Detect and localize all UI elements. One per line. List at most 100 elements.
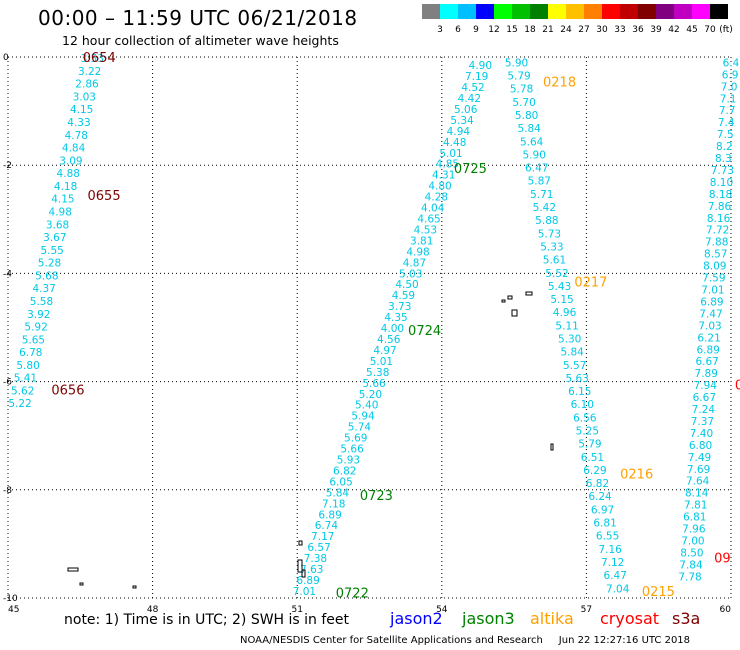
wave-height-value: 5.84 [326,487,350,499]
wave-height-value: 5.94 [351,411,375,423]
wave-height-value: 7.12 [601,557,624,569]
wave-height-value: 5.61 [543,255,566,267]
wave-height-value: 7.88 [705,237,728,249]
wave-height-value: 5.15 [550,294,573,306]
scale-tick-label: 18 [524,25,536,35]
wave-height-value: 6.47 [525,163,548,175]
wave-height-value: 7.01 [293,586,316,598]
wave-height-value: 6.80 [689,440,712,452]
wave-height-value: 4.37 [32,283,55,295]
wave-height-value: 7.4 [718,117,735,129]
wave-height-value: 5.28 [38,258,61,270]
y-tick-label: -2 [3,161,12,171]
scale-swatch [494,4,512,19]
coastline-outline [297,559,303,573]
x-tick-label: 48 [147,605,159,615]
wave-height-value: 8.2 [716,141,733,153]
wave-height-value: 7.81 [684,500,707,512]
pass-time-label: 0722 [336,587,369,602]
wave-height-value: 6.74 [315,520,339,532]
wave-height-value: 5.25 [576,426,599,438]
wave-height-value: 4.52 [461,82,484,94]
wave-height-value: 5.70 [512,97,535,109]
scale-swatch [530,4,548,19]
scale-tick-label: 21 [542,25,554,35]
wave-height-value: 4.18 [54,181,77,193]
note-text: note: 1) Time is in UTC; 2) SWH is in fe… [64,612,349,628]
wave-height-value: 5.22 [8,398,31,410]
scale-swatch [440,4,458,19]
wave-height-value: 5.43 [548,281,571,293]
wave-height-value: 4.33 [67,117,90,129]
note-label: note: 1) Time is in UTC; 2) SWH is in fe… [64,612,350,628]
wave-height-value: 6.89 [696,344,719,356]
wave-height-value: 6.10 [571,399,594,411]
scale-tick-label: 39 [650,25,662,35]
y-tick-label: -10 [3,594,18,604]
wave-height-value: 5.87 [528,176,551,188]
wave-height-value: 5.68 [35,270,58,282]
coastline-outline [511,309,518,317]
wave-height-value: 5.66 [340,444,364,456]
scale-swatch [584,4,602,19]
wave-height-value: 7.40 [690,428,713,440]
wave-height-value: 8.18 [709,189,732,201]
wave-height-value: 6.81 [593,518,616,530]
scale-swatch [674,4,692,19]
wave-height-value: 5.79 [507,71,530,83]
wave-height-value: 4.87 [403,257,426,269]
wave-height-value: 4.04 [421,203,445,215]
scale-tick-label: 3 [437,25,443,35]
wave-height-value: 5.84 [560,347,584,359]
wave-height-value: 5.92 [24,322,47,334]
pass-time-label: 0217 [574,276,607,291]
scale-swatch [638,4,656,19]
pass-time-label: 0723 [360,489,393,504]
scale-tick-label: 6 [455,25,461,35]
scale-swatch [512,4,530,19]
scale-tick-label: 30 [596,25,608,35]
wave-height-value: 7.37 [691,416,714,428]
wave-height-value: 7.72 [706,225,729,237]
wave-height-value: 4.31 [432,170,455,182]
wave-height-value: 8.3 [715,153,732,165]
wave-height-value: 7.73 [711,165,734,177]
wave-height-value: 5.01 [370,356,393,368]
wave-height-value: 6.05 [329,476,352,488]
wave-height-value: 5.55 [40,245,63,257]
scale-tick-label: 45 [686,25,698,35]
pass-time-label: 0 [735,378,740,393]
wave-height-value: 6.51 [581,452,604,464]
wave-height-value: 4.85 [436,159,459,171]
wave-height-value: 7.04 [606,583,630,595]
scale-unit-label: (ft) [719,25,733,35]
x-tick-label: 60 [720,605,732,615]
wave-height-value: 8.14 [685,488,709,500]
wave-height-value: 5.69 [344,433,367,445]
footer-credit: NOAA/NESDIS Center for Satellite Applica… [240,635,543,646]
wave-height-value: 7.38 [304,553,327,565]
scale-swatch [710,4,728,19]
wave-height-value: 5.63 [566,373,589,385]
wave-height-value: 3.09 [59,155,82,167]
wave-height-value: 6.82 [333,465,356,477]
wave-height-value: 7.96 [682,524,706,536]
wave-height-value: 5.73 [538,228,561,240]
x-tick-label: 54 [436,605,448,615]
x-tick-label: 45 [8,605,19,615]
pass-time-label: 0215 [642,585,675,600]
scale-tick-label: 24 [560,25,572,35]
wave-height-value: 4.98 [406,246,429,258]
wave-height-value: 5.52 [545,268,568,280]
scale-tick-label: 15 [506,25,518,35]
wave-height-value: 6.56 [573,412,597,424]
wave-height-value: 5.79 [578,439,601,451]
wave-height-value: 4.65 [417,213,440,225]
wave-height-value: 5.40 [355,400,378,412]
wave-height-value: 7.47 [699,308,722,320]
wave-height-value: 6.47 [604,570,627,582]
x-tick-label: 51 [291,605,302,615]
wave-height-value: 7.49 [688,452,711,464]
wave-height-value: 7.17 [311,531,334,543]
wave-height-value: 6.29 [583,465,606,477]
